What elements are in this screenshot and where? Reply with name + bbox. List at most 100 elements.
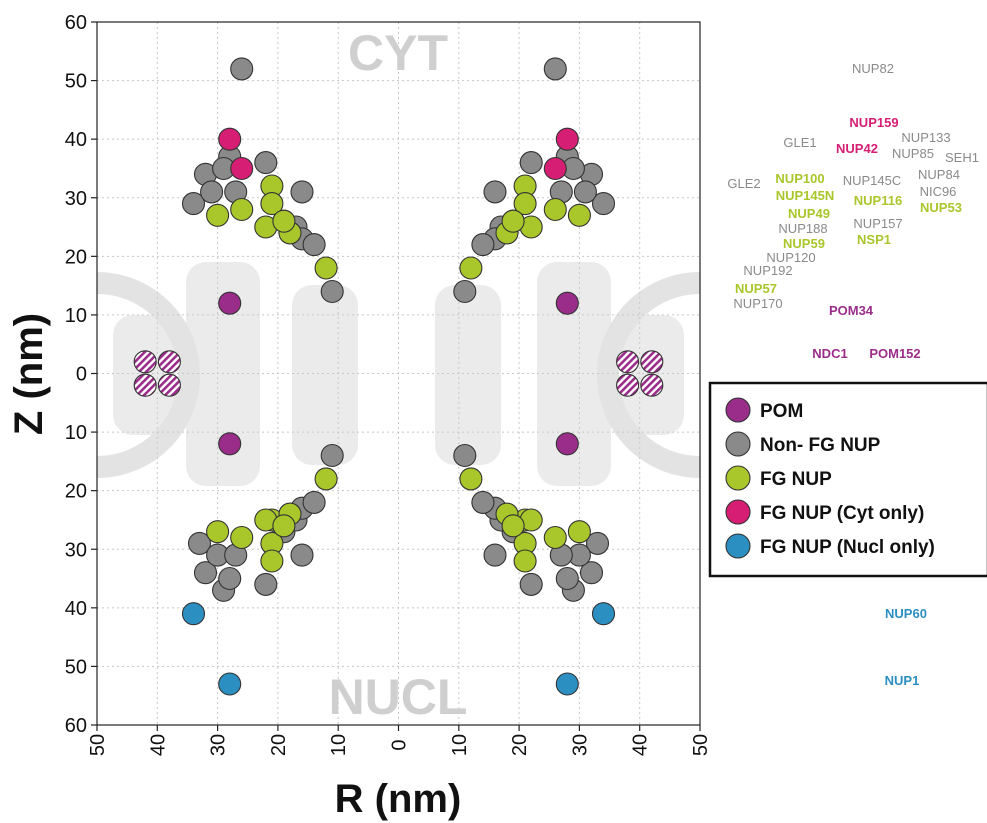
nuclear-envelope-arc (96, 272, 200, 478)
legend-marker (725, 465, 751, 491)
data-point (218, 291, 242, 315)
data-point (181, 602, 206, 626)
data-point (260, 549, 284, 573)
grid-lines (97, 22, 700, 725)
data-point (501, 514, 525, 538)
nup-label: NUP59 (783, 236, 825, 251)
data-point (555, 672, 579, 696)
legend-label: FG NUP (Cyt only) (760, 503, 924, 524)
tick-marks: 50 40 30 20 10 0 10 20 30 40 506050403020100102030… (65, 12, 712, 756)
data-point (230, 156, 254, 181)
nup-label: NUP53 (920, 200, 962, 215)
x-tick-label: 50 (87, 734, 109, 756)
data-point (133, 373, 157, 397)
x-tick-label: 10 (328, 734, 350, 756)
legend-marker (725, 499, 751, 525)
y-tick-label: 50 (65, 656, 87, 678)
data-point (483, 180, 507, 204)
x-tick-label: 30 (569, 734, 591, 756)
data-point (290, 180, 314, 204)
data-point (543, 197, 567, 222)
data-point (543, 156, 567, 181)
data-point (272, 209, 296, 233)
x-tick-label: 20 (268, 734, 290, 756)
data-point (314, 256, 338, 280)
data-point (573, 180, 597, 204)
region-label-nucl: NUCL (329, 669, 468, 725)
data-point (157, 350, 181, 374)
data-point (133, 350, 157, 374)
data-point (513, 192, 537, 216)
data-point (254, 572, 278, 596)
data-point (567, 520, 591, 544)
data-point (555, 291, 579, 315)
scaffold-block (435, 285, 501, 465)
y-tick-label: 20 (65, 481, 87, 503)
legend-marker (725, 431, 751, 457)
x-tick-label: 40 (630, 734, 652, 756)
data-point (314, 467, 338, 491)
data-point (459, 467, 483, 491)
x-axis-title: R (nm) (335, 777, 462, 821)
legend-label: FG NUP (Nucl only) (760, 537, 935, 558)
legend-label: FG NUP (760, 469, 832, 490)
data-point (302, 233, 326, 257)
x-tick-label: 50 (690, 734, 712, 756)
y-tick-label: 50 (65, 71, 87, 93)
data-point (453, 279, 477, 304)
nup-label: POM34 (829, 303, 874, 318)
nup-label: NUP57 (735, 281, 777, 296)
data-point (579, 561, 604, 585)
nup-label: NUP157 (853, 216, 902, 231)
nup-label: NUP133 (901, 130, 950, 145)
nup-label: GLE1 (783, 135, 816, 150)
data-point (519, 151, 543, 175)
y-tick-label: 20 (65, 246, 87, 268)
data-point (471, 490, 495, 514)
data-point (640, 373, 664, 397)
nup-label: NUP42 (836, 141, 878, 156)
nup-label: NUP192 (743, 263, 792, 278)
data-point (206, 203, 230, 227)
data-point (230, 525, 254, 550)
scaffold-block (292, 285, 358, 465)
y-axis-title: Z (nm) (7, 313, 51, 435)
data-point (320, 279, 344, 304)
data-point (218, 566, 242, 591)
data-point (459, 256, 483, 280)
x-tick-label: 30 (208, 734, 230, 756)
membrane-background (96, 262, 701, 486)
y-tick-label: 60 (65, 715, 87, 737)
data-point (181, 192, 206, 216)
data-point (640, 350, 664, 374)
data-point (567, 203, 591, 227)
data-point (218, 672, 242, 696)
nup-label: SEH1 (945, 150, 979, 165)
data-point (585, 531, 610, 555)
data-point (591, 602, 616, 626)
data-point (187, 531, 212, 555)
data-points (133, 57, 664, 696)
data-point (616, 373, 640, 397)
data-point (320, 443, 344, 468)
nup-label: NUP1 (885, 673, 920, 688)
data-point (254, 151, 278, 175)
legend-box (708, 381, 987, 578)
x-tick-label: 20 (509, 734, 531, 756)
y-tick-label: 30 (65, 188, 87, 210)
legend-label: Non- FG NUP (760, 435, 881, 456)
y-tick-label: 10 (65, 422, 87, 444)
data-point (471, 233, 495, 257)
data-point (555, 566, 579, 591)
nup-label: POM152 (869, 346, 920, 361)
nup-label: NUP116 (854, 193, 902, 208)
nup-label: NSP1 (857, 232, 891, 247)
region-label-cyt: CYT (348, 25, 448, 81)
x-tick-label: 10 (449, 734, 471, 756)
data-point (501, 209, 525, 233)
y-tick-label: 0 (76, 364, 87, 386)
data-point (290, 543, 314, 567)
data-point (453, 443, 477, 468)
data-point (272, 514, 296, 538)
